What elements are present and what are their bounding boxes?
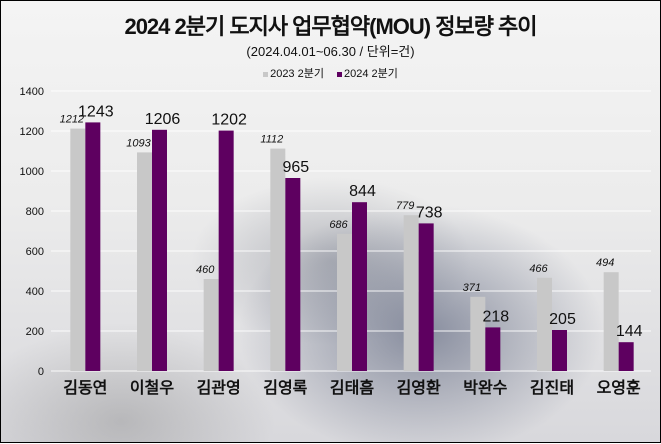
bar-2023	[203, 279, 219, 371]
data-label-2023: 686	[329, 219, 348, 231]
bar-2023	[537, 277, 552, 371]
bar-2024	[85, 122, 101, 372]
x-tick-label: 이철우	[130, 378, 174, 397]
data-label-2023: 1112	[260, 134, 283, 146]
data-label-2023: 460	[196, 264, 215, 276]
bar-2024	[218, 130, 234, 371]
x-tick-label: 김관영	[197, 378, 241, 397]
x-tick-label: 오영훈	[597, 378, 641, 397]
chart-subtitle: (2024.04.01~06.30 / 단위=건)	[246, 44, 415, 59]
chart-title: 2024 2분기 도지사 업무협약(MOU) 정보량 추이	[124, 14, 537, 39]
data-label-2024: 844	[349, 183, 376, 200]
bar-2024	[285, 178, 301, 371]
legend-item-2024: 2024 2분기	[337, 68, 398, 80]
data-label-2024: 738	[416, 204, 443, 221]
y-tick-label: 1000	[20, 166, 44, 178]
bar-2024	[552, 330, 567, 371]
y-tick-label: 0	[38, 366, 44, 378]
data-label-2024: 1243	[78, 103, 114, 120]
y-tick-label: 200	[26, 326, 44, 338]
bar-2023	[70, 128, 86, 371]
bar-2024	[485, 327, 501, 371]
y-tick-label: 1400	[20, 86, 44, 98]
data-label-2024: 1206	[145, 111, 181, 128]
bar-2024	[418, 223, 434, 371]
bar-2023	[337, 233, 352, 371]
x-tick-label: 김동연	[63, 378, 107, 397]
data-label-2023: 1212	[60, 114, 84, 126]
data-label-2024: 205	[549, 311, 576, 328]
y-tick-label: 1200	[20, 126, 44, 138]
bar-2023	[403, 215, 419, 371]
x-tick-label: 김영환	[397, 378, 441, 397]
legend-swatch-2023	[263, 71, 269, 77]
legend: 2023 2분기 2024 2분기	[1, 65, 660, 81]
legend-item-2023: 2023 2분기	[263, 68, 324, 80]
bar-2023	[137, 152, 152, 371]
bar-2023	[270, 148, 286, 371]
legend-label-2023: 2023 2분기	[270, 68, 324, 80]
data-label-2024: 965	[282, 159, 309, 176]
legend-label-2024: 2024 2분기	[344, 68, 398, 80]
bar-2024	[152, 129, 167, 371]
data-label-2023: 779	[396, 200, 414, 212]
data-label-2023: 1093	[126, 137, 151, 149]
bar-2023	[470, 296, 486, 371]
x-tick-label: 김영록	[263, 378, 307, 397]
y-tick-label: 400	[26, 286, 44, 298]
data-label-2024: 1202	[211, 112, 247, 129]
data-label-2023: 494	[596, 257, 614, 269]
bar-2023	[603, 272, 619, 371]
legend-swatch-2024	[337, 71, 343, 77]
data-label-2024: 218	[482, 308, 509, 325]
y-tick-label: 800	[26, 206, 44, 218]
bar-2024	[352, 202, 367, 371]
y-tick-label: 600	[26, 246, 44, 258]
bar-2024	[618, 342, 634, 371]
data-label-2023: 371	[463, 282, 481, 294]
x-tick-label: 김태흠	[330, 378, 374, 397]
data-label-2023: 466	[529, 263, 548, 275]
x-tick-label: 박완수	[463, 378, 507, 397]
data-label-2024: 144	[616, 323, 643, 340]
x-tick-label: 김진태	[530, 378, 574, 397]
